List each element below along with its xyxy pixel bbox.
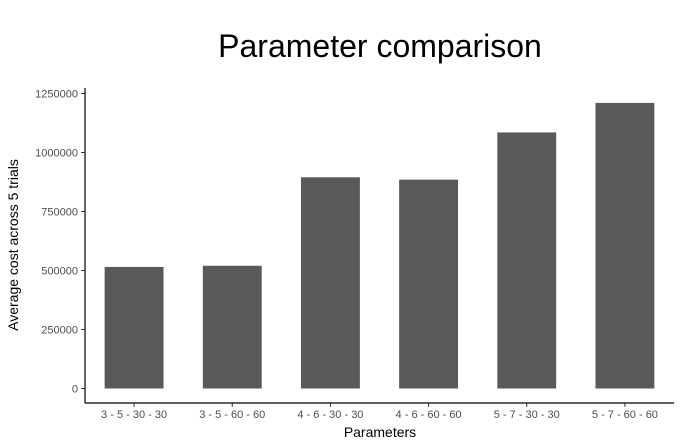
chart-title: Parameter comparison — [218, 28, 542, 64]
y-tick-label: 250000 — [41, 325, 78, 337]
y-tick-label: 750000 — [41, 207, 78, 219]
bar — [300, 177, 360, 389]
x-tick-label: 3 - 5 - 30 - 30 — [101, 409, 167, 421]
y-axis-ticks: 0 250000 500000 750000 1000000 1250000 — [35, 89, 85, 396]
bar — [497, 132, 557, 389]
bars — [104, 102, 655, 389]
y-tick-label: 500000 — [41, 266, 78, 278]
bar — [595, 102, 655, 389]
bar — [104, 266, 164, 389]
y-tick-label: 1250000 — [35, 89, 78, 101]
bar — [399, 179, 459, 389]
y-tick-label: 1000000 — [35, 148, 78, 160]
y-tick-label: 0 — [72, 384, 78, 396]
x-axis-title: Parameters — [344, 424, 416, 440]
x-tick-label: 5 - 7 - 60 - 60 — [592, 409, 658, 421]
y-axis-title: Average cost across 5 trials — [5, 159, 21, 331]
bar — [202, 265, 262, 389]
x-tick-label: 5 - 7 - 30 - 30 — [494, 409, 560, 421]
x-tick-label: 4 - 6 - 60 - 60 — [396, 409, 462, 421]
x-axis-ticks: 3 - 5 - 30 - 30 3 - 5 - 60 - 60 4 - 6 - 30… — [101, 403, 658, 421]
x-tick-label: 4 - 6 - 30 - 30 — [297, 409, 363, 421]
x-tick-label: 3 - 5 - 60 - 60 — [199, 409, 265, 421]
